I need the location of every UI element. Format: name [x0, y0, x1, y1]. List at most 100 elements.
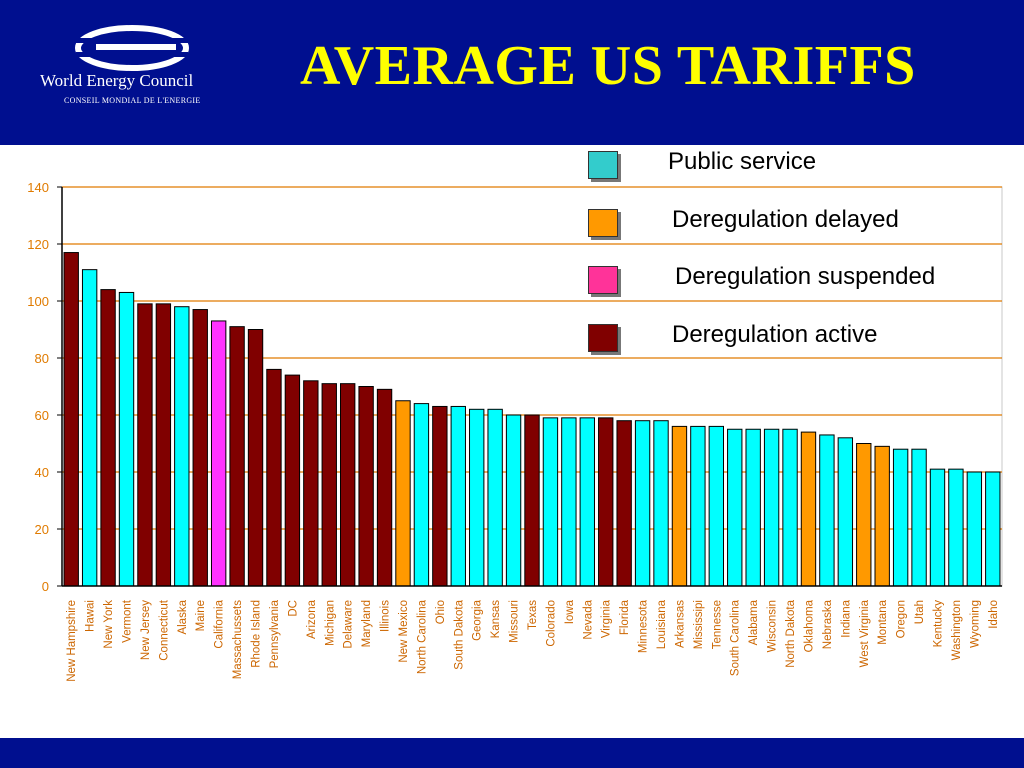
- bar: [929, 468, 946, 587]
- bar: [100, 289, 116, 587]
- x-tick-label: Indiana: [840, 599, 852, 637]
- x-tick-label: Colorado: [545, 600, 557, 647]
- bar: [616, 420, 632, 587]
- bar: [892, 448, 909, 587]
- x-tick-label: Ohio: [435, 600, 447, 624]
- bar: [874, 445, 890, 587]
- x-tick-label: New Mexico: [398, 600, 410, 663]
- logo-subtitle: CONSEIL MONDIAL DE L'ENERGIE: [64, 96, 201, 105]
- x-tick-label: DC: [287, 600, 299, 617]
- bar: [432, 405, 448, 587]
- bar: [413, 403, 430, 587]
- bar: [266, 368, 282, 587]
- x-tick-label: Massachussets: [232, 600, 244, 680]
- bar: [598, 417, 614, 587]
- bar: [800, 431, 817, 587]
- bar: [303, 380, 319, 587]
- bar: [542, 417, 559, 587]
- y-tick-label: 100: [27, 294, 49, 309]
- bar: [579, 417, 595, 587]
- x-tick-label: North Carolina: [416, 599, 428, 674]
- x-tick-label: Pennsylvania: [269, 599, 281, 668]
- x-tick-label: Missouri: [509, 600, 521, 643]
- x-tick-label: Georgia: [472, 599, 484, 641]
- bar: [671, 425, 688, 587]
- x-tick-label: South Carolina: [730, 599, 742, 676]
- bar: [819, 434, 835, 587]
- world-energy-council-logo: [75, 25, 189, 71]
- chart-y-tick-labels: 0 20 40 60 80 100 120 140: [27, 180, 49, 594]
- x-tick-label: Oklahoma: [803, 599, 815, 652]
- x-tick-label: Montana: [877, 599, 889, 644]
- bar: [856, 443, 872, 587]
- chart-axes: [57, 186, 1002, 587]
- bar: [837, 437, 854, 587]
- x-tick-label: Kansas: [490, 600, 502, 639]
- x-tick-label: Iowa: [564, 599, 576, 624]
- x-tick-label: New York: [103, 600, 115, 649]
- legend-swatch-deregulation-suspended: [588, 266, 618, 294]
- x-tick-label: Hawai: [85, 600, 97, 632]
- bar: [487, 408, 503, 587]
- bar: [782, 428, 798, 587]
- x-tick-label: Alabama: [748, 599, 760, 645]
- x-tick-label: Alaska: [177, 599, 189, 634]
- x-tick-label: Wisconsin: [767, 600, 779, 652]
- x-tick-label: Washington: [951, 600, 963, 660]
- legend-label-public-service: Public service: [668, 148, 817, 175]
- bar: [763, 428, 780, 587]
- y-tick-label: 0: [42, 579, 49, 594]
- legend-swatch-deregulation-delayed: [588, 209, 618, 237]
- x-tick-label: Tennesse: [711, 600, 723, 649]
- bar: [247, 329, 264, 587]
- bar: [653, 420, 669, 587]
- legend-swatch-public-service: [588, 151, 618, 179]
- x-tick-label: North Dakota: [785, 599, 797, 667]
- bar: [376, 388, 393, 587]
- bar: [911, 448, 927, 587]
- x-tick-label: Mississipi: [693, 600, 705, 649]
- bar: [358, 386, 374, 587]
- bar: [63, 252, 79, 587]
- legend-label-deregulation-suspended: Deregulation suspended: [675, 263, 936, 290]
- bar: [321, 383, 337, 587]
- x-tick-label: California: [214, 599, 226, 648]
- chart-bars: [63, 252, 1001, 587]
- x-tick-label: Minnesota: [638, 599, 650, 653]
- x-tick-label: Arizona: [306, 599, 318, 639]
- bar: [339, 383, 356, 587]
- y-tick-label: 120: [27, 237, 49, 252]
- x-tick-label: Idaho: [988, 600, 1000, 629]
- x-tick-label: Oregon: [896, 600, 908, 638]
- x-tick-label: Utah: [914, 600, 926, 624]
- x-tick-label: Texas: [527, 600, 539, 630]
- x-tick-label: Nebraska: [822, 599, 834, 649]
- y-tick-label: 40: [35, 465, 49, 480]
- bar: [229, 326, 245, 587]
- chart-x-tick-labels: New Hampshire Hawai New York Vermont New Jer…: [66, 599, 1000, 682]
- y-tick-label: 20: [35, 522, 49, 537]
- x-tick-label: New Hampshire: [66, 600, 78, 682]
- bar: [690, 425, 706, 587]
- x-tick-label: Nevada: [582, 599, 594, 639]
- legend-label-deregulation-active: Deregulation active: [672, 321, 878, 348]
- bar: [469, 408, 485, 587]
- bar: [155, 303, 172, 587]
- legend-swatch-deregulation-active: [588, 324, 618, 352]
- bar: [727, 428, 743, 587]
- bar: [192, 309, 208, 587]
- bar: [985, 471, 1001, 587]
- x-tick-label: Florida: [619, 599, 631, 635]
- x-tick-label: South Dakota: [453, 599, 465, 669]
- bar: [81, 269, 98, 587]
- bar: [948, 468, 964, 587]
- x-tick-label: Connecticut: [158, 599, 170, 661]
- x-tick-label: Virginia: [601, 599, 613, 638]
- y-tick-label: 80: [35, 351, 49, 366]
- x-tick-label: Delaware: [343, 600, 355, 649]
- bar: [561, 417, 577, 587]
- bar: [450, 405, 466, 587]
- bar: [174, 306, 190, 587]
- bar: [634, 420, 651, 587]
